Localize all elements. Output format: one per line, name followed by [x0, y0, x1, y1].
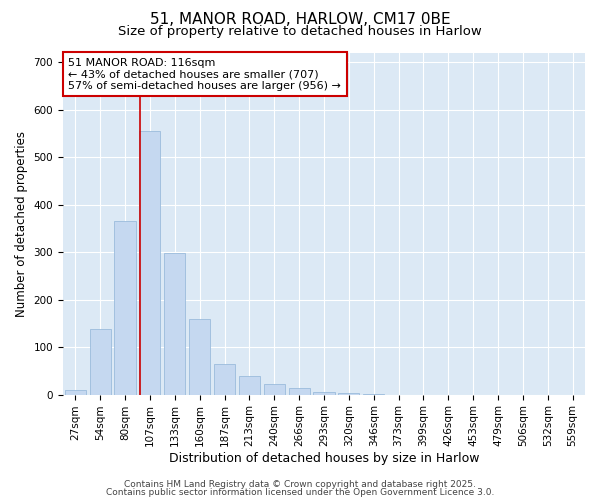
- Bar: [89, 329, 111, 394]
- Bar: [164, 253, 185, 394]
- Bar: [214, 364, 235, 394]
- Bar: [338, 393, 359, 394]
- Bar: [239, 376, 260, 394]
- Bar: [189, 318, 210, 394]
- Text: Size of property relative to detached houses in Harlow: Size of property relative to detached ho…: [118, 25, 482, 38]
- Bar: [115, 221, 136, 394]
- Bar: [313, 392, 335, 394]
- Y-axis label: Number of detached properties: Number of detached properties: [15, 130, 28, 316]
- Bar: [289, 388, 310, 394]
- Bar: [263, 384, 285, 394]
- Text: Contains public sector information licensed under the Open Government Licence 3.: Contains public sector information licen…: [106, 488, 494, 497]
- Text: 51 MANOR ROAD: 116sqm
← 43% of detached houses are smaller (707)
57% of semi-det: 51 MANOR ROAD: 116sqm ← 43% of detached …: [68, 58, 341, 91]
- X-axis label: Distribution of detached houses by size in Harlow: Distribution of detached houses by size …: [169, 452, 479, 465]
- Text: 51, MANOR ROAD, HARLOW, CM17 0BE: 51, MANOR ROAD, HARLOW, CM17 0BE: [149, 12, 451, 28]
- Text: Contains HM Land Registry data © Crown copyright and database right 2025.: Contains HM Land Registry data © Crown c…: [124, 480, 476, 489]
- Bar: [65, 390, 86, 394]
- Bar: [139, 131, 160, 394]
